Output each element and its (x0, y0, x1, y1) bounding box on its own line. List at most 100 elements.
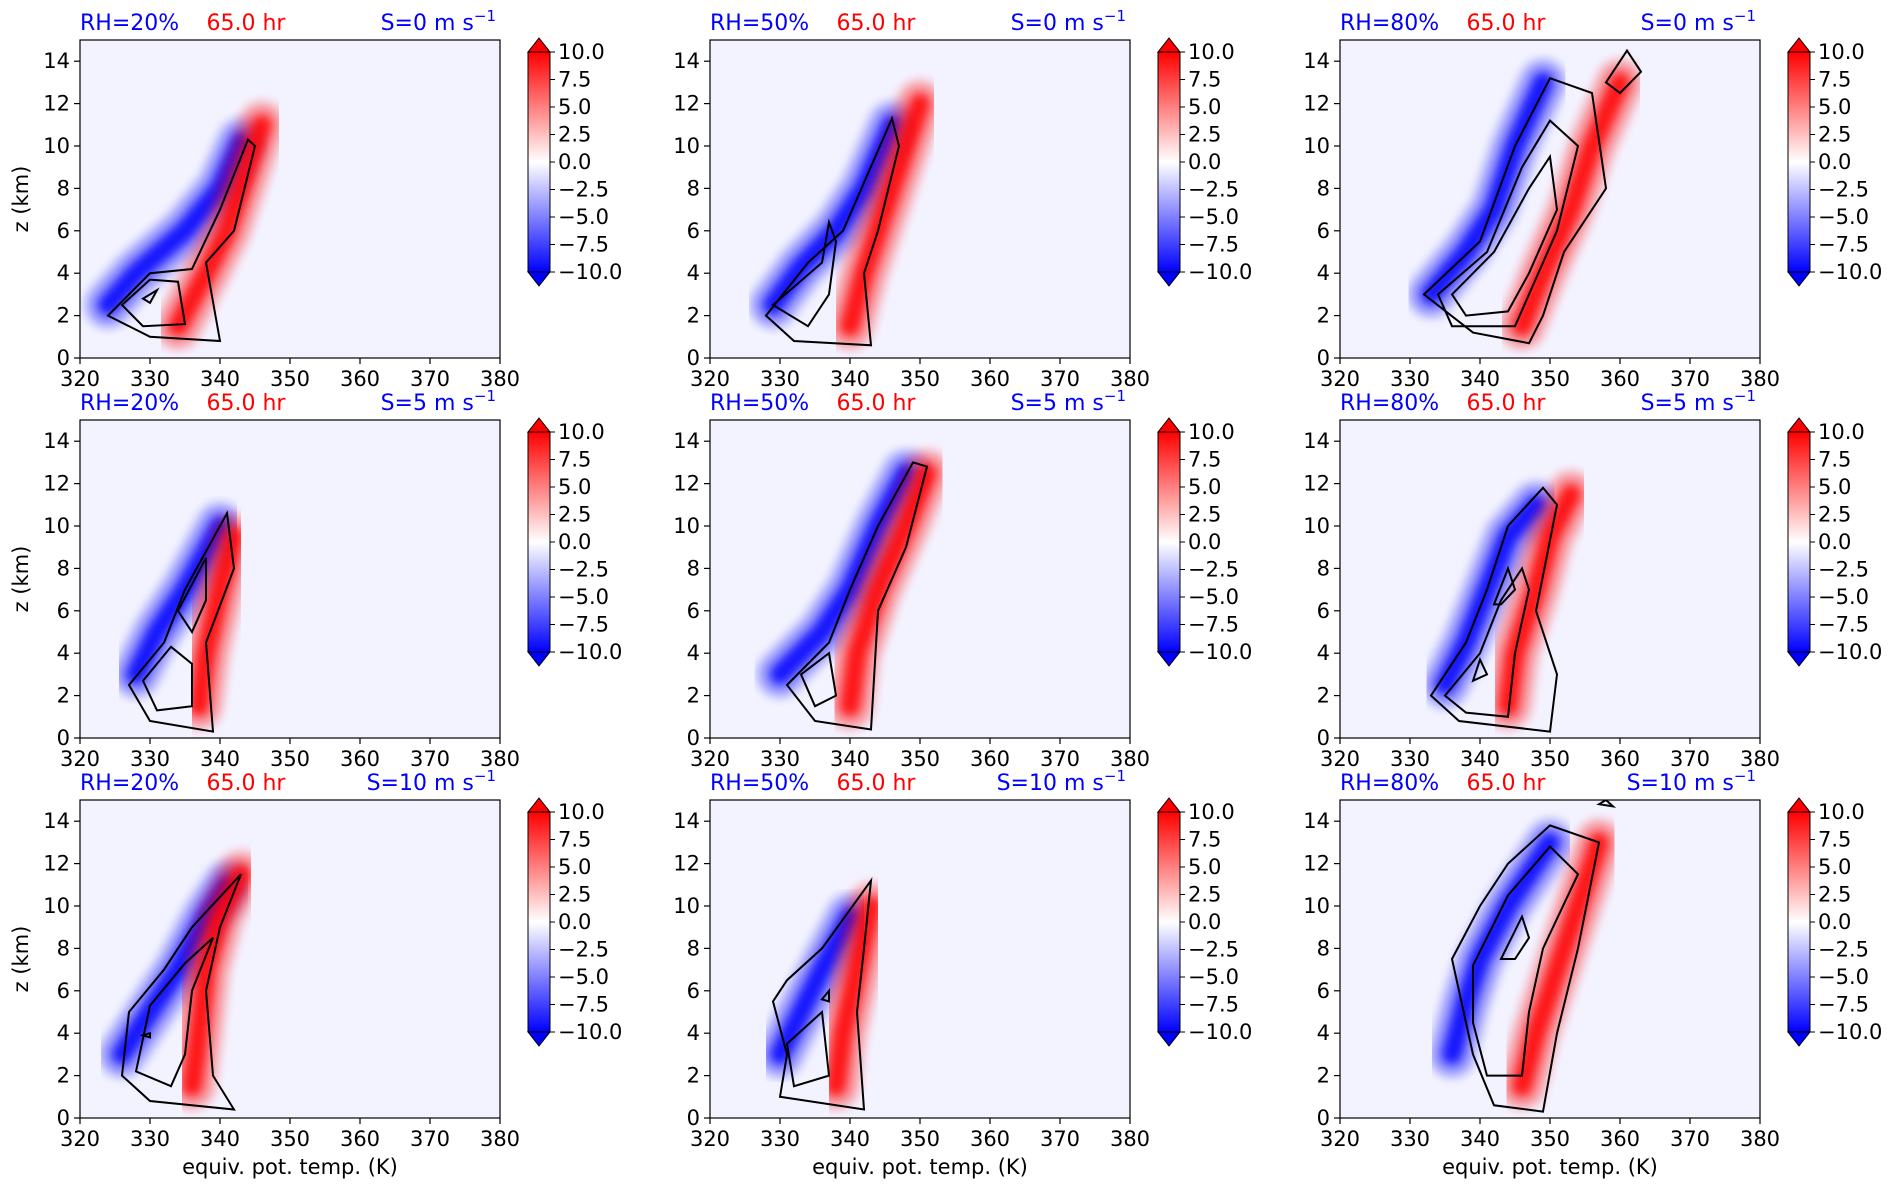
colorbar-tick-label: −7.5 (1818, 613, 1869, 637)
panel-1: 320 330 340 350 360 370 380 0 2 4 6 8 10 12 14 z (km) RH… (9, 7, 622, 391)
y-axis-label: z (km) (9, 546, 33, 613)
plot-area (80, 800, 500, 1118)
y-tick-label: 2 (687, 1064, 700, 1088)
x-tick-label: 380 (480, 747, 520, 771)
shear-label: S=0 m s−1 (1641, 7, 1756, 36)
x-tick-label: 320 (690, 747, 730, 771)
y-tick-label: 6 (687, 599, 700, 623)
y-tick-label: 12 (673, 472, 700, 496)
colorbar-tick-label: 0.0 (1188, 910, 1221, 934)
shear-label: S=10 m s−1 (367, 767, 496, 796)
x-tick-label: 370 (410, 1127, 450, 1151)
colorbar-tick-label: −2.5 (1818, 178, 1869, 202)
contour-line-4 (1604, 48, 1643, 95)
colorbar-tick-label: 2.5 (1818, 883, 1851, 907)
shear-label-exponent: −1 (474, 387, 496, 405)
humidity-label: RH=20% (80, 771, 179, 796)
humidity-label: RH=80% (1340, 391, 1439, 416)
y-tick-label: 6 (57, 599, 70, 623)
colorbar-tick-label: −2.5 (1188, 938, 1239, 962)
x-axis-label: equiv. pot. temp. (K) (182, 1155, 398, 1179)
y-tick-label: 10 (673, 134, 700, 158)
contour-line-3 (139, 1031, 151, 1039)
colorbar-tick-label: −10.0 (558, 640, 622, 664)
y-tick-label: 8 (1317, 556, 1330, 580)
colorbar-tick-label: 7.5 (558, 828, 591, 852)
colorbar-tick-label: 7.5 (1188, 828, 1221, 852)
colorbar-tick-label: 7.5 (1188, 68, 1221, 92)
colorbar-tick-label: −7.5 (558, 233, 609, 257)
colorbar-tick-label: −5.0 (558, 205, 609, 229)
y-tick-label: 12 (43, 852, 70, 876)
colorbar-tick-label: 5.0 (558, 855, 591, 879)
colorbar-tick-label: 2.5 (558, 503, 591, 527)
y-tick-label: 14 (1303, 809, 1330, 833)
panel-8: 320 330 340 350 360 370 380 0 2 4 6 8 10 12 14 equiv. p… (673, 767, 1252, 1179)
colorbar-tick-label: −2.5 (1818, 558, 1869, 582)
time-label: 65.0 hr (1467, 11, 1547, 36)
y-tick-label: 14 (673, 429, 700, 453)
y-axis-label: z (km) (9, 166, 33, 233)
panel-7: 320 330 340 350 360 370 380 0 2 4 6 8 10 12 14 z (km) eq… (9, 767, 622, 1179)
y-tick-label: 10 (673, 514, 700, 538)
y-tick-label: 12 (673, 92, 700, 116)
x-tick-label: 380 (1110, 747, 1150, 771)
y-tick-label: 8 (1317, 176, 1330, 200)
colorbar-tick-label: −2.5 (558, 938, 609, 962)
x-tick-label: 340 (200, 747, 240, 771)
colorbar-tick-label: 0.0 (558, 910, 591, 934)
y-tick-label: 0 (1317, 346, 1330, 370)
y-tick-label: 2 (57, 684, 70, 708)
shear-label-text: S=5 m s (381, 391, 474, 416)
x-tick-label: 350 (1530, 1127, 1570, 1151)
y-tick-label: 2 (1317, 684, 1330, 708)
x-tick-label: 370 (1040, 1127, 1080, 1151)
colorbar-tick-label: 10.0 (1818, 40, 1865, 64)
y-tick-label: 6 (57, 979, 70, 1003)
colorbar-tick-label: −7.5 (1188, 613, 1239, 637)
shear-label-text: S=0 m s (1011, 11, 1104, 36)
y-tick-label: 14 (1303, 49, 1330, 73)
x-tick-label: 360 (970, 367, 1010, 391)
x-tick-label: 320 (690, 367, 730, 391)
x-tick-label: 360 (970, 1127, 1010, 1151)
y-tick-label: 2 (687, 304, 700, 328)
x-tick-label: 330 (760, 747, 800, 771)
colorbar-tick-label: 0.0 (1188, 530, 1221, 554)
panel-5: 320 330 340 350 360 370 380 0 2 4 6 8 10 12 14 RH=50% 65… (673, 387, 1252, 771)
contour-line-2 (134, 937, 214, 1088)
humidity-label: RH=50% (710, 391, 809, 416)
x-tick-label: 350 (270, 367, 310, 391)
colorbar-max-extend (526, 417, 552, 433)
colorbar (1787, 811, 1811, 1033)
colorbar-tick-label: −7.5 (1188, 993, 1239, 1017)
x-tick-label: 380 (1740, 1127, 1780, 1151)
time-label: 65.0 hr (207, 391, 287, 416)
x-tick-label: 370 (1670, 367, 1710, 391)
y-tick-label: 6 (57, 219, 70, 243)
shear-label: S=0 m s−1 (381, 7, 496, 36)
y-tick-label: 8 (57, 556, 70, 580)
x-tick-label: 340 (830, 367, 870, 391)
y-tick-label: 12 (43, 472, 70, 496)
colorbar (527, 51, 551, 273)
y-tick-label: 14 (673, 49, 700, 73)
colorbar-min-extend (1786, 651, 1812, 667)
colorbar-tick-label: 2.5 (558, 123, 591, 147)
y-tick-label: 4 (1317, 261, 1330, 285)
colorbar-max-extend (1156, 797, 1182, 813)
x-tick-label: 370 (410, 367, 450, 391)
colorbar-tick-label: −7.5 (1818, 233, 1869, 257)
colorbar-tick-label: 10.0 (558, 420, 605, 444)
y-tick-label: 12 (1303, 92, 1330, 116)
colorbar-tick-label: 7.5 (1818, 448, 1851, 472)
shear-label: S=10 m s−1 (997, 767, 1126, 796)
field-layer (113, 503, 257, 733)
colorbar-tick-label: 7.5 (558, 68, 591, 92)
time-label: 65.0 hr (1467, 391, 1547, 416)
panel-4: 320 330 340 350 360 370 380 0 2 4 6 8 10 12 14 z (km) RH… (9, 387, 622, 771)
x-tick-label: 340 (830, 747, 870, 771)
x-tick-label: 360 (1600, 367, 1640, 391)
time-label: 65.0 hr (207, 11, 287, 36)
panel-9: 320 330 340 350 360 370 380 0 2 4 6 8 10 12 14 equiv. p… (1303, 767, 1882, 1179)
